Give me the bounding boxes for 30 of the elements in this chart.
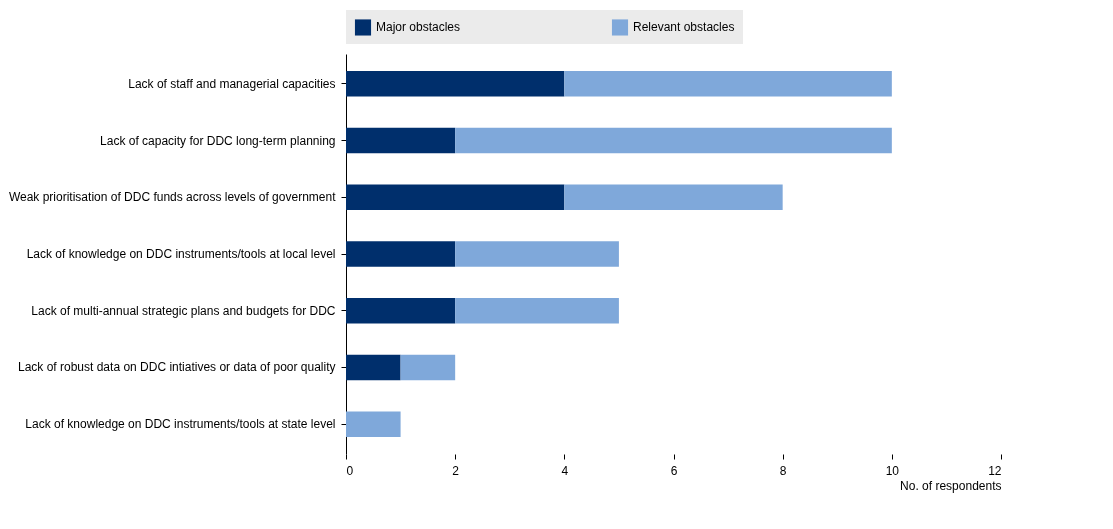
bar bbox=[455, 297, 619, 324]
bar bbox=[346, 184, 565, 211]
bar bbox=[346, 127, 456, 154]
x-tick-label: 0 bbox=[346, 463, 354, 478]
bar bbox=[455, 241, 619, 267]
bar bbox=[346, 71, 565, 97]
y-tick-label: Lack of robust data on DDC intiatives or data of poor quality bbox=[17, 360, 336, 375]
y-tick-label: Lack of knowledge on DDC instruments/tools at state level bbox=[25, 417, 336, 432]
y-tick-label: Lack of capacity for DDC long-term planning bbox=[100, 133, 336, 148]
x-tick-label: 6 bbox=[670, 463, 678, 478]
bar bbox=[346, 411, 401, 437]
y-tick-label: Weak prioritisation of DDC funds across levels of government bbox=[8, 190, 337, 205]
x-tick-label: 8 bbox=[779, 463, 787, 478]
bar bbox=[400, 354, 456, 381]
bar bbox=[346, 241, 456, 267]
y-tick-label: Lack of staff and managerial capacities bbox=[128, 76, 336, 91]
x-tick-label: 2 bbox=[452, 463, 460, 478]
bar bbox=[455, 127, 892, 154]
bar bbox=[564, 184, 783, 211]
x-tick-label: 10 bbox=[885, 463, 900, 478]
x-axis-title: No. of respondents bbox=[900, 478, 1002, 493]
x-tick-label: 12 bbox=[988, 463, 1002, 478]
y-tick-label: Lack of multi-annual strategic plans and budgets for DDC bbox=[31, 303, 336, 318]
y-tick-label: Lack of knowledge on DDC instruments/tools at local level bbox=[26, 247, 336, 261]
legend-label: Relevant obstacles bbox=[633, 20, 735, 35]
legend-label: Major obstacles bbox=[376, 20, 461, 35]
x-tick-label: 4 bbox=[561, 463, 569, 478]
bar bbox=[564, 71, 892, 97]
bar bbox=[346, 297, 456, 324]
bar bbox=[346, 354, 401, 381]
